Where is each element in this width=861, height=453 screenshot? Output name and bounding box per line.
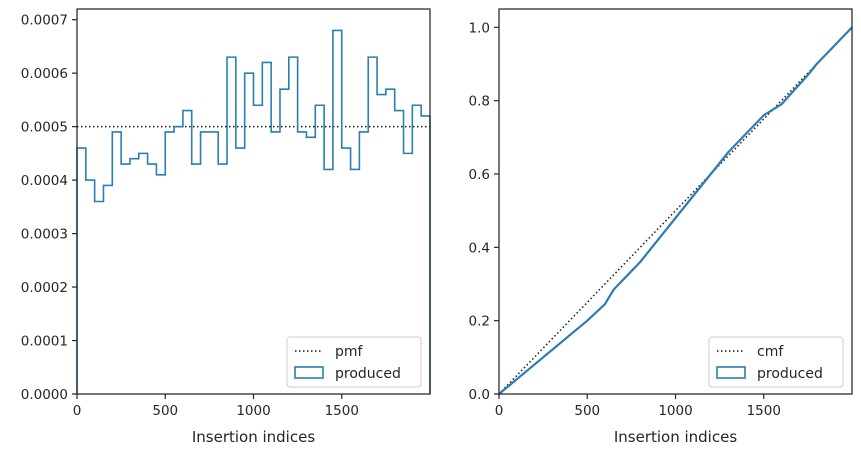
legend-produced-swatch xyxy=(294,366,324,379)
produced-histogram-step xyxy=(76,29,431,394)
x-tick-label: 1000 xyxy=(658,403,692,419)
y-tick-label: 0.6 xyxy=(469,167,490,183)
y-tick-label: 0.0006 xyxy=(21,66,68,82)
legend-box xyxy=(286,336,422,388)
axes-frame xyxy=(498,8,853,395)
y-tick-label: 0.0003 xyxy=(21,227,68,243)
y-tick-label: 0.0007 xyxy=(21,13,68,29)
y-tick-label: 0.0 xyxy=(469,387,490,403)
x-tick-label: 0 xyxy=(73,403,82,419)
x-tick-label: 500 xyxy=(152,403,178,419)
y-tick-label: 0.0005 xyxy=(21,120,68,136)
x-tick-label: 500 xyxy=(574,403,600,419)
legend-produced-label: produced xyxy=(757,366,823,382)
x-tick-label: 0 xyxy=(495,403,504,419)
y-tick-label: 0.2 xyxy=(469,314,490,330)
x-tick-label: 1500 xyxy=(325,403,359,419)
legend-box xyxy=(708,336,844,388)
pmf-panel: 0 500 1000 1500 0.0000 0.0001 0.0002 0.0003 0.00… xyxy=(21,8,431,446)
x-axis-label: Insertion indices xyxy=(614,428,737,446)
legend-produced-label: produced xyxy=(335,366,401,382)
legend-reference-label: pmf xyxy=(335,344,364,360)
cmf-reference-line xyxy=(498,26,853,395)
y-tick-label: 0.0000 xyxy=(21,387,68,403)
x-tick-label: 1000 xyxy=(236,403,270,419)
legend: pmf produced xyxy=(286,336,422,388)
legend-reference-label: cmf xyxy=(757,344,784,360)
legend: cmf produced xyxy=(708,336,844,388)
x-tick-label: 1500 xyxy=(747,403,781,419)
legend-produced-swatch xyxy=(716,366,746,379)
y-tick-label: 0.0001 xyxy=(21,334,68,350)
y-tick-label: 0.0002 xyxy=(21,280,68,296)
y-tick-label: 0.0004 xyxy=(21,173,68,189)
produced-cdf-line xyxy=(498,26,853,395)
y-tick-label: 0.4 xyxy=(469,240,490,256)
y-tick-label: 1.0 xyxy=(469,20,490,36)
x-axis-label: Insertion indices xyxy=(192,428,315,446)
cmf-panel: 0 500 1000 1500 0.0 0.2 0.4 0.6 0.8 1.0 Insertion … xyxy=(469,8,853,446)
y-tick-label: 0.8 xyxy=(469,94,490,110)
